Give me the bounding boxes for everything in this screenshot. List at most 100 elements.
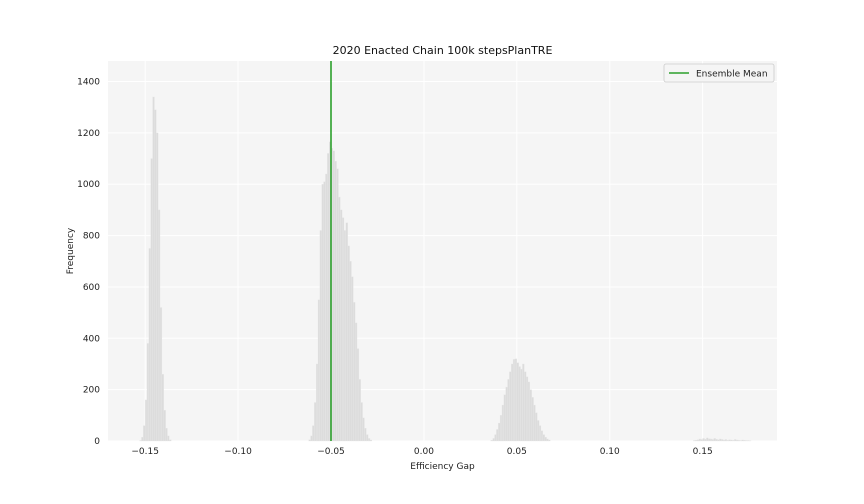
histogram-bar [734,439,737,442]
y-tick-label: 1000 [77,180,100,190]
y-tick-label: 400 [83,334,100,344]
histogram-bar [702,438,705,442]
histogram-bar [730,439,733,442]
histogram-bar [310,435,313,442]
histogram-bar [540,430,543,442]
y-axis-ticks: 0 200 400 600 800 1000 1200 1400 [77,78,100,447]
histogram-bar [341,217,345,442]
histogram-bar [747,440,750,442]
histogram-bar [334,160,337,442]
histogram-bar [704,439,707,442]
histogram-bar [518,366,521,442]
plot-area [108,61,777,441]
histogram-bar [527,381,530,442]
histogram-bar [338,196,341,442]
histogram-bar [533,404,536,442]
x-tick-label: 0.10 [600,447,620,457]
histogram-bar [159,307,163,442]
histogram-bar [745,440,748,442]
legend: Ensemble Mean [663,63,775,83]
histogram-bar [511,363,514,442]
x-tick-label: 0.00 [414,447,434,457]
histogram-bar [724,439,727,442]
y-axis-label: Frequency [66,227,76,274]
histogram-bar [498,422,501,442]
histogram-bar [368,438,371,442]
x-tick-label: −0.15 [131,447,159,457]
histogram-bar [315,363,319,442]
histogram-bar [347,245,350,442]
histogram-bar [336,168,339,442]
histogram-bar [165,428,168,442]
x-axis-label: Efficiency Gap [410,462,475,472]
histogram-bar [167,435,170,442]
histogram-bar [360,402,363,442]
histogram-bar [695,440,698,442]
histogram-bar [356,348,360,442]
histogram-bar [524,371,527,442]
x-tick-label: 0.15 [693,447,713,457]
histogram-bar [169,439,172,442]
histogram-bar [737,440,740,442]
histogram-bar [726,440,729,442]
histogram-bar [150,158,153,442]
histogram-bar [743,440,746,442]
histogram-bar [719,438,722,442]
histogram-bar [698,438,701,442]
histogram-bar [145,399,148,442]
histogram-bar [163,410,166,442]
y-tick-label: 200 [83,386,100,396]
histogram-bar [717,439,720,442]
histogram-bar [351,276,354,442]
histogram-bar [711,439,714,442]
histogram-bar [161,374,164,442]
histogram-bar [143,425,146,442]
histogram-bar [520,368,523,442]
histogram-bar [507,379,510,442]
histogram-bar [739,440,742,442]
histogram-bar [529,389,532,442]
histogram-bar [538,425,542,442]
histogram-bar [492,438,495,442]
histogram-bar [366,434,369,442]
histogram-bar [355,322,358,442]
histogram-bar [494,434,497,442]
histogram-bar [522,363,525,442]
histogram-bar [741,439,744,442]
histogram-bar [709,438,713,442]
histogram-bar [516,362,519,442]
histogram-bar [535,412,538,442]
histogram-bar [490,440,493,442]
histogram-bar [542,434,545,442]
histogram-bar [728,439,731,442]
x-tick-label: −0.05 [317,447,345,457]
y-tick-label: 600 [83,283,100,293]
y-tick-label: 800 [83,232,100,242]
histogram-bar [544,436,547,442]
histogram-bar [362,417,365,442]
histogram-bar [696,439,700,442]
histogram-bar [548,439,551,442]
legend-box [663,63,775,83]
x-axis-ticks: −0.15 −0.10 −0.05 0.00 0.05 0.10 0.15 [131,447,712,457]
histogram-bar [514,358,517,442]
histogram-bar [319,230,322,442]
y-tick-label: 1200 [77,129,100,139]
histogram-bar [332,150,335,442]
histogram-bar [501,404,504,442]
histogram-bar [505,386,508,442]
histogram-bar [146,343,150,442]
histogram-bar [708,438,711,442]
histogram-bar [509,371,512,442]
histogram-bar [722,439,726,442]
histogram-bar [327,153,330,442]
histogram-bar [721,439,724,442]
chart-title: 2020 Enacted Chain 100k stepsPlanTRE [333,44,553,57]
histogram-bar [158,209,161,442]
histogram-bar [343,230,347,442]
histogram-bar [323,181,326,442]
histogram-bar [735,439,739,442]
histogram-bar [693,440,696,442]
x-tick-label: 0.05 [507,447,527,457]
histogram-bar [314,402,317,442]
